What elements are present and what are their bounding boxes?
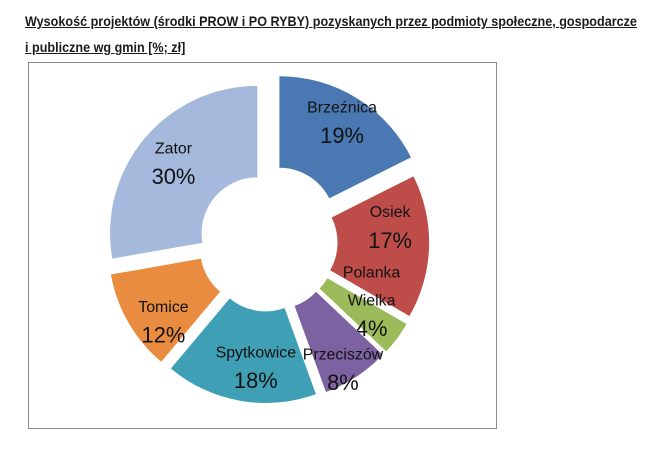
slice-label-brzeznica-percent: 19%: [320, 123, 364, 148]
slice-label-spytkowice-percent: 18%: [234, 368, 278, 393]
slice-tomice: [110, 258, 221, 362]
figure-title-line-1: Wysokość projektów (środki PROW i PO RYB…: [25, 13, 637, 29]
slice-label-osiek-percent: 17%: [368, 228, 412, 253]
slice-label-przeciszow-percent: 8%: [327, 370, 359, 395]
figure-title-line-2: i publiczne wg gmin [%; zł]: [25, 39, 186, 55]
slice-label-zator-percent: 30%: [152, 164, 196, 189]
slice-spytkowice: [170, 298, 316, 403]
donut-chart: Brzeźnica19%Osiek17%PolankaWielka4%Przec…: [110, 76, 430, 403]
slice-label-polanka-wielka-name-1: Wielka: [348, 292, 396, 309]
slice-label-zator-name-0: Zator: [155, 140, 193, 157]
slice-label-polanka-wielka-name-0: Polanka: [343, 265, 401, 282]
figure-title: Wysokość projektów (środki PROW i PO RYB…: [25, 8, 637, 60]
slice-osiek: [330, 176, 430, 317]
slice-label-tomice-name-0: Tomice: [138, 299, 189, 316]
slice-zator: [110, 85, 258, 259]
slice-polanka-wielka: [319, 278, 407, 352]
slice-label-spytkowice-name-0: Spytkowice: [216, 344, 297, 361]
slice-brzeznica: [279, 76, 411, 199]
chart-frame: Brzeźnica 19% Osiek 17% Polanka Wielka 4% Przec…: [28, 62, 497, 429]
slice-label-tomice-percent: 12%: [142, 323, 186, 348]
slice-przeciszow: [294, 291, 383, 392]
slice-label-przeciszow-name-0: Przeciszów: [303, 346, 384, 363]
slice-label-brzeznica-name-0: Brzeźnica: [307, 99, 377, 116]
slice-label-osiek-name-0: Osiek: [370, 204, 411, 221]
